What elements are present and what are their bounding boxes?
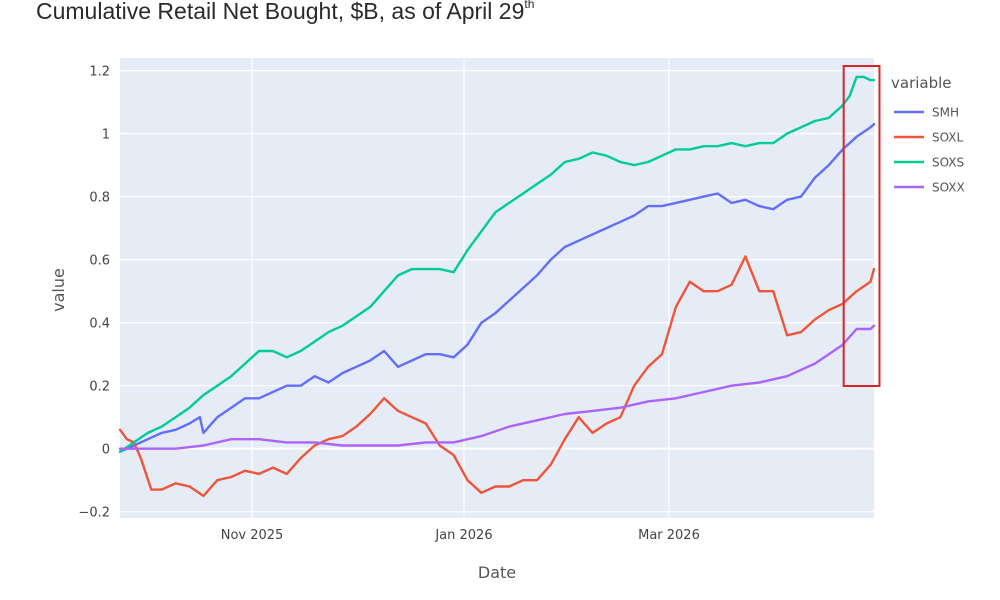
legend-title: variable: [891, 74, 952, 92]
highlight-box: [842, 65, 881, 387]
y-tick-label: 0.8: [89, 191, 110, 206]
y-gridlines: [120, 70, 874, 513]
y-tick-label: 0.4: [89, 317, 110, 332]
x-tick-label: Nov 2025: [221, 528, 284, 543]
x-axis-title: Date: [478, 563, 516, 582]
legend[interactable]: SMH SOXL SOXS SOXX: [894, 106, 965, 195]
series-lines: [118, 75, 876, 498]
y-tick-label: 1: [102, 128, 110, 143]
y-axis-title: value: [49, 268, 68, 312]
series-line-smh: [118, 122, 876, 453]
legend-label-soxs: SOXS: [932, 156, 964, 170]
x-tick-labels: Nov 2025 Jan 2026 Mar 2026: [221, 528, 700, 543]
y-tick-labels: −0.2 0 0.2 0.4 0.6 0.8 1 1.2: [78, 65, 110, 521]
y-tick-label: 1.2: [89, 65, 110, 80]
legend-label-smh: SMH: [932, 106, 959, 120]
y-tick-label: −0.2: [78, 506, 110, 521]
series-line-soxx: [118, 324, 876, 450]
legend-label-soxx: SOXX: [932, 181, 965, 195]
y-tick-label: 0.6: [89, 254, 110, 269]
y-tick-label: 0: [102, 443, 110, 458]
series-line-soxl: [118, 255, 876, 498]
legend-label-soxl: SOXL: [932, 131, 964, 145]
series-line-soxs: [118, 75, 876, 453]
x-tick-label: Mar 2026: [638, 528, 700, 543]
x-gridlines: [251, 58, 670, 518]
x-tick-label: Jan 2026: [434, 528, 492, 543]
y-tick-label: 0.2: [89, 380, 110, 395]
plot-area: [120, 58, 874, 518]
chart-title: Cumulative Retail Net Bought, $B, as of …: [36, 0, 535, 24]
